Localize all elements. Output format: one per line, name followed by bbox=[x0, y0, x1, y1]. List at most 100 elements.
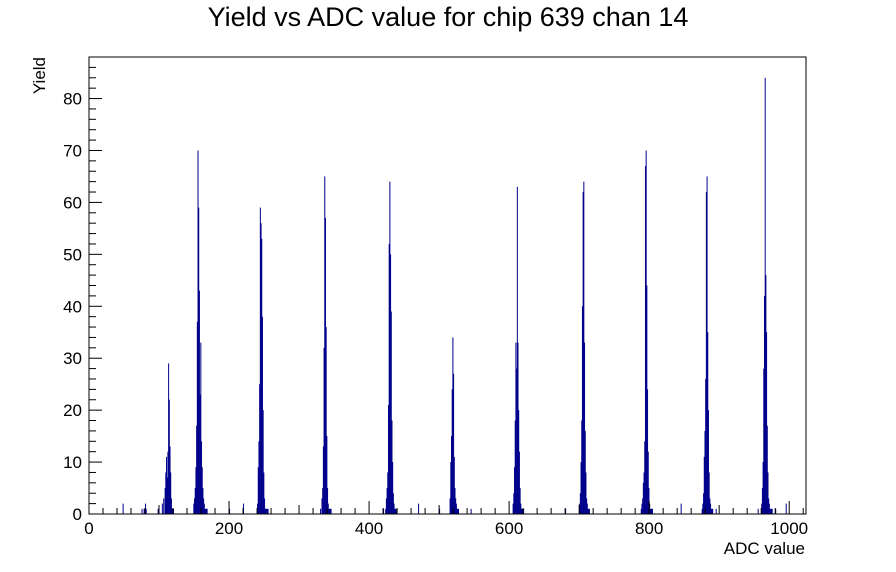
histogram-bar bbox=[164, 488, 166, 514]
histogram-bar bbox=[703, 493, 705, 514]
histogram-bar bbox=[418, 503, 420, 514]
histogram-bar bbox=[449, 498, 451, 514]
histogram-bar bbox=[513, 493, 515, 514]
histogram-bar bbox=[193, 503, 195, 514]
histogram-bar bbox=[168, 399, 170, 514]
histogram-bar bbox=[680, 503, 682, 514]
histogram-bar bbox=[516, 186, 518, 514]
histogram-bar bbox=[518, 451, 520, 514]
histogram-bar bbox=[167, 451, 169, 514]
histogram-bar bbox=[516, 368, 518, 514]
histogram-bar bbox=[388, 243, 390, 514]
histogram-bar bbox=[705, 192, 707, 514]
histogram-bar bbox=[455, 503, 457, 514]
histogram-bar bbox=[588, 508, 590, 514]
histogram-bar bbox=[453, 373, 455, 514]
histogram-bar bbox=[122, 503, 124, 514]
histogram-bar bbox=[645, 150, 647, 515]
histogram-bar bbox=[170, 498, 172, 514]
histogram-bar bbox=[261, 316, 263, 514]
histogram-bar bbox=[394, 508, 396, 514]
histogram-bar bbox=[647, 389, 649, 514]
histogram-bar bbox=[257, 503, 259, 514]
histogram-bar bbox=[769, 508, 771, 514]
x-tick-label: 1000 bbox=[770, 519, 808, 538]
histogram-bar bbox=[261, 238, 263, 514]
histogram-bar bbox=[519, 488, 521, 514]
histogram-bar bbox=[266, 508, 268, 514]
histogram-bar bbox=[644, 166, 646, 514]
histogram-bar bbox=[515, 342, 517, 515]
histogram-bar bbox=[640, 508, 642, 514]
histogram-bar bbox=[259, 384, 261, 514]
histogram-bar bbox=[395, 508, 397, 514]
histogram-bar bbox=[581, 420, 583, 514]
histogram-bar bbox=[765, 275, 767, 514]
histogram-bar bbox=[518, 410, 520, 514]
histogram-bar bbox=[392, 493, 394, 514]
histogram-bar bbox=[451, 389, 453, 514]
histogram-bar bbox=[764, 77, 766, 515]
histogram-bar bbox=[196, 321, 198, 514]
y-axis-label: Yield bbox=[30, 57, 49, 94]
histogram-bar bbox=[705, 378, 707, 514]
histogram-bar bbox=[385, 498, 387, 514]
histogram-bar bbox=[171, 508, 173, 514]
histogram-bar bbox=[649, 508, 651, 514]
x-tick-label: 800 bbox=[635, 519, 663, 538]
histogram-bar bbox=[715, 508, 717, 514]
histogram-bar bbox=[389, 181, 391, 514]
histogram-bar bbox=[514, 467, 516, 514]
histogram-bar bbox=[393, 503, 395, 514]
histogram-bar bbox=[455, 498, 457, 514]
chart-title: Yield vs ADC value for chip 639 chan 14 bbox=[207, 2, 689, 32]
histogram-bar bbox=[704, 430, 706, 514]
histogram-bar bbox=[453, 456, 455, 515]
histogram-bar bbox=[143, 508, 145, 514]
histogram-bar bbox=[768, 503, 770, 514]
histogram-bar bbox=[584, 430, 586, 514]
histogram-bar bbox=[165, 472, 167, 514]
histogram-bar bbox=[583, 181, 585, 514]
histogram-bar bbox=[264, 508, 266, 514]
y-tick-label: 50 bbox=[63, 245, 82, 264]
histogram-bar bbox=[326, 436, 328, 514]
histogram-bar bbox=[327, 488, 329, 514]
histogram-bar bbox=[267, 508, 269, 514]
histogram-bar bbox=[644, 441, 646, 514]
histogram-bar bbox=[646, 285, 648, 514]
histogram-bar bbox=[514, 420, 516, 514]
y-tick-label: 20 bbox=[63, 401, 82, 420]
histogram-bar bbox=[321, 498, 323, 514]
histogram-bar bbox=[259, 207, 261, 514]
histogram-bar bbox=[586, 503, 588, 514]
histogram-bar bbox=[712, 508, 714, 514]
histogram-bar bbox=[258, 441, 260, 514]
histogram-bar bbox=[394, 508, 396, 514]
histogram-bar bbox=[163, 498, 165, 514]
histogram-bar bbox=[322, 488, 324, 514]
histogram-bar bbox=[641, 503, 643, 514]
y-tick-label: 30 bbox=[63, 349, 82, 368]
histogram-bar bbox=[204, 508, 206, 514]
histogram-bar bbox=[708, 472, 710, 514]
histogram-bar bbox=[197, 150, 199, 515]
histogram-bar bbox=[585, 472, 587, 514]
x-tick-label: 200 bbox=[215, 519, 243, 538]
histogram-bar bbox=[323, 347, 325, 514]
histogram-bar bbox=[327, 503, 329, 514]
histogram-bar bbox=[768, 498, 770, 514]
histogram-bar bbox=[145, 508, 147, 514]
histogram-bar bbox=[324, 217, 326, 515]
histogram-bar bbox=[709, 498, 711, 514]
histogram-bar bbox=[392, 462, 394, 514]
histogram-bar bbox=[762, 462, 764, 514]
histogram-bar bbox=[195, 467, 197, 514]
histogram-bar bbox=[320, 508, 322, 514]
histogram-bar bbox=[642, 482, 644, 514]
histogram-bar bbox=[200, 342, 202, 515]
histogram-bar bbox=[141, 508, 143, 514]
histogram-bar bbox=[169, 446, 171, 514]
histogram-bar bbox=[145, 503, 147, 514]
